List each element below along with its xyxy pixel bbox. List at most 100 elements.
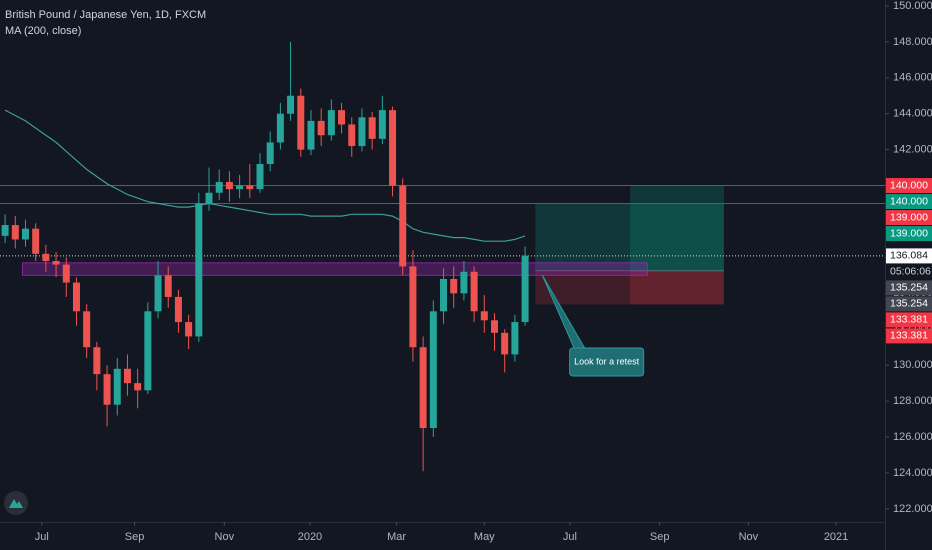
- candle-body: [409, 266, 417, 348]
- y-tick-label: 148.000: [893, 36, 932, 48]
- position-stop: [535, 270, 724, 305]
- position-stop: [630, 270, 724, 305]
- x-tick-label: 2020: [298, 531, 322, 543]
- price-label-bg: [886, 264, 932, 280]
- price-label-bg: [886, 296, 932, 312]
- candle-body: [480, 311, 488, 321]
- candle-body: [256, 164, 264, 190]
- candle-body: [62, 264, 70, 283]
- candle-body: [83, 311, 91, 348]
- position-target: [535, 203, 724, 271]
- y-tick-label: 144.000: [893, 108, 932, 120]
- candle-body: [154, 275, 162, 312]
- price-label: 05:06:06: [886, 264, 932, 280]
- y-tick-label: 150.000: [893, 0, 932, 12]
- candle-body: [134, 383, 142, 391]
- price-label-bg: [886, 328, 932, 344]
- candle-body: [389, 110, 397, 186]
- price-label-bg: [886, 194, 932, 210]
- candle-body: [185, 322, 193, 337]
- price-label-bg: [886, 280, 932, 296]
- price-label-text: 133.381: [890, 314, 928, 326]
- price-label-bg: [886, 226, 932, 242]
- candle-body: [490, 320, 498, 333]
- price-label-text: 136.084: [890, 250, 928, 262]
- candle-body: [72, 282, 80, 312]
- candle-body: [11, 225, 19, 240]
- candle-body: [225, 181, 233, 190]
- candle-body: [123, 368, 131, 384]
- annotation-text: Look for a retest: [574, 356, 640, 366]
- candle-body: [317, 120, 325, 136]
- candle-body: [297, 95, 305, 150]
- price-label-text: 135.254: [890, 282, 928, 294]
- candle-body: [246, 185, 254, 190]
- support-zone: [21, 262, 648, 276]
- logo: [4, 491, 28, 515]
- x-tick-label: 2021: [824, 531, 848, 543]
- x-tick-label: Nov: [215, 531, 235, 543]
- candle-body: [399, 185, 407, 267]
- candle-body: [144, 311, 152, 391]
- position-target: [630, 185, 724, 271]
- candle-body: [215, 181, 223, 193]
- price-label: 133.381: [886, 312, 932, 328]
- x-tick-label: May: [474, 531, 495, 543]
- candle-body: [470, 271, 478, 312]
- price-label: 136.084: [886, 248, 932, 264]
- candle-body: [42, 253, 50, 261]
- price-label: 135.254: [886, 280, 932, 296]
- candle-body: [287, 95, 295, 114]
- candle-body: [276, 113, 284, 143]
- candle-body: [174, 296, 182, 323]
- price-label-text: 139.000: [890, 227, 928, 239]
- candle-body: [32, 228, 40, 254]
- price-label: 139.000: [886, 226, 932, 242]
- candle-body: [450, 278, 458, 294]
- y-tick-label: 122.000: [893, 503, 932, 515]
- candle-body: [93, 347, 101, 375]
- candle-body: [113, 368, 121, 405]
- x-tick-label: Sep: [650, 531, 670, 543]
- candle-body: [368, 117, 376, 139]
- y-tick-label: 130.000: [893, 359, 932, 371]
- price-label-text: 140.000: [890, 179, 928, 191]
- price-label-text: 05:06:06: [890, 266, 931, 278]
- price-label-text: 135.254: [890, 298, 928, 310]
- candle-body: [195, 203, 203, 337]
- price-label-bg: [886, 312, 932, 328]
- x-tick-label: Sep: [125, 531, 145, 543]
- price-label-text: 139.000: [890, 211, 928, 223]
- candle-body: [266, 142, 274, 165]
- candle-body: [511, 322, 519, 355]
- candle-body: [164, 275, 172, 297]
- candle-body: [205, 192, 213, 204]
- price-label-bg: [886, 210, 932, 226]
- price-label: 140.000: [886, 178, 932, 194]
- candle-body: [378, 110, 386, 139]
- candle-body: [358, 117, 366, 147]
- y-tick-label: 128.000: [893, 395, 932, 407]
- candle-body: [21, 228, 29, 240]
- price-label: 139.000: [886, 210, 932, 226]
- price-label: 135.254: [886, 296, 932, 312]
- y-tick-label: 146.000: [893, 72, 932, 84]
- annotation-box: [569, 347, 645, 377]
- candle-body: [501, 332, 509, 355]
- candle-body: [52, 261, 60, 265]
- candle-body: [327, 110, 335, 136]
- candle-body: [307, 120, 315, 150]
- ma-line: [4, 109, 526, 242]
- price-label-bg: [886, 248, 932, 264]
- x-tick-label: Mar: [387, 531, 406, 543]
- price-label-text: 133.381: [890, 330, 928, 342]
- indicator-label: MA (200, close): [5, 25, 81, 37]
- candle-body: [460, 271, 468, 294]
- x-tick-label: Jul: [35, 531, 49, 543]
- price-label: 140.000: [886, 194, 932, 210]
- y-tick-label: 126.000: [893, 431, 932, 443]
- x-tick-label: Jul: [563, 531, 577, 543]
- candle-body: [429, 311, 437, 429]
